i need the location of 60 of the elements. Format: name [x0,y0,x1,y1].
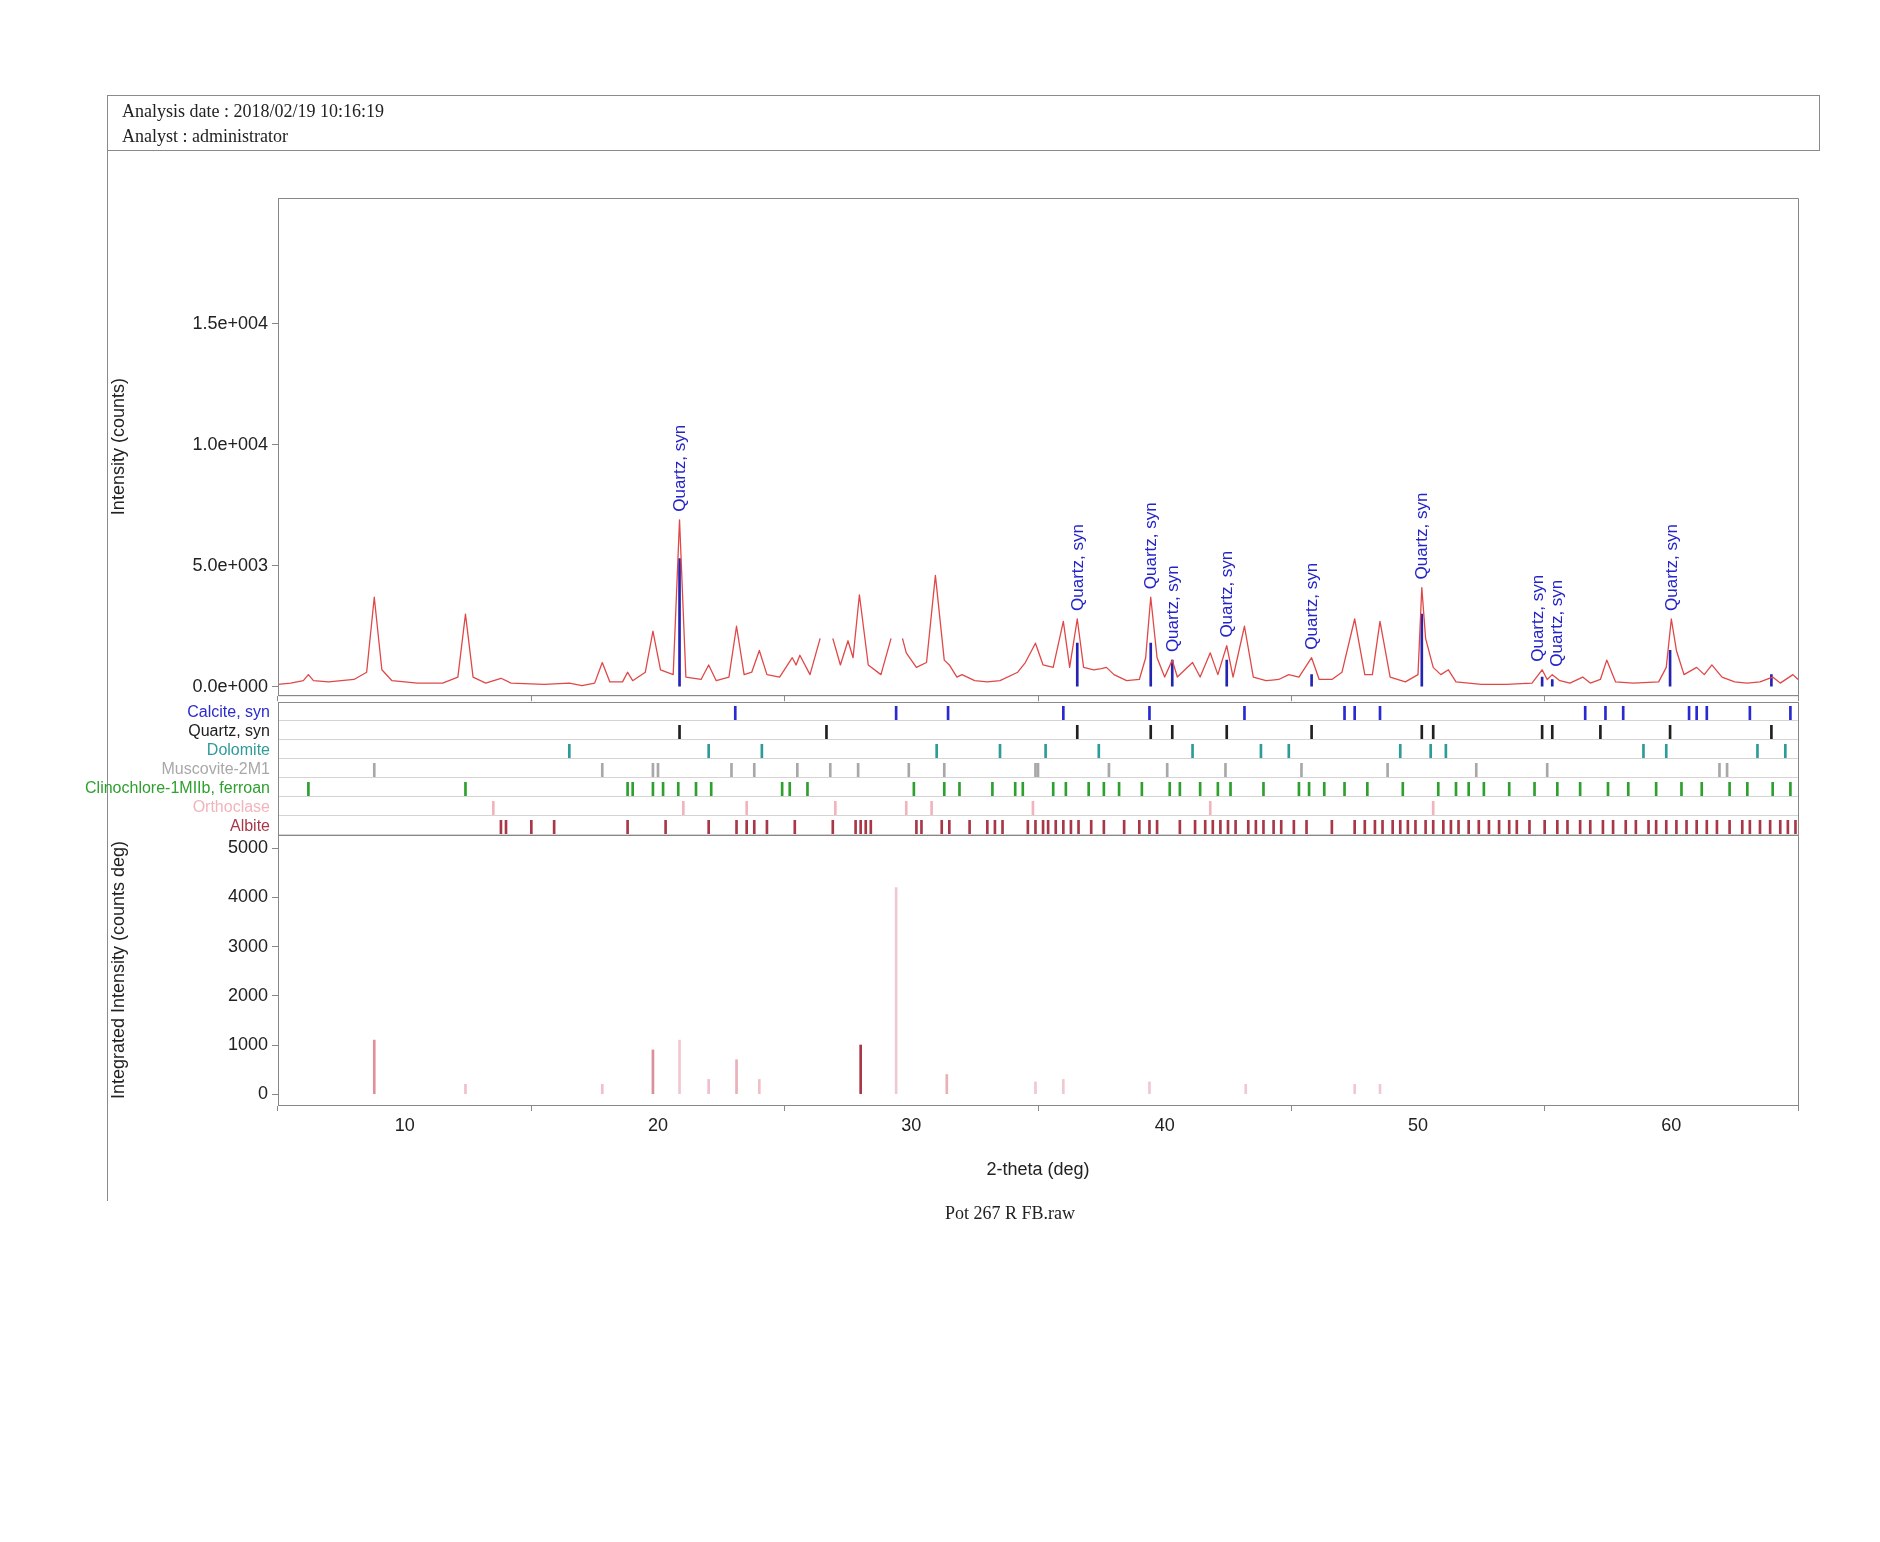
bar [600,1084,604,1095]
text: Quartz, syn [188,722,270,740]
text: Clinochlore-1MIIb, ferroan [85,779,270,797]
y-tick-label: 1.0e+004 [192,433,268,454]
bar [1310,674,1313,687]
bar [678,558,681,687]
text: Analysis date : 2018/02/19 10:16:19 [122,101,384,122]
x-tick-label: 50 [1407,1114,1429,1135]
x-tick-label: 30 [901,1114,922,1135]
text: Calcite, syn [187,703,270,721]
y-tick-label: 0 [257,1083,268,1104]
y-tick-label: 4000 [227,886,268,907]
annotation: Quartz, syn [1217,550,1237,638]
y-tick-label: 1.5e+004 [192,312,268,333]
y-tick-label: 5000 [227,837,268,858]
bar [1353,1084,1356,1095]
bar [1149,642,1153,687]
annotation: Quartz, syn [1528,574,1548,662]
y-axis-title: Integrated Intensity (counts deg) [107,840,128,1100]
text: Dolomite [206,741,271,759]
text: Muscovite-2M1 [161,760,271,778]
x-tick-label: 60 [1661,1114,1682,1135]
y-tick-label: 5.0e+003 [192,554,268,575]
y-tick-label: 3000 [227,935,268,956]
bar [758,1079,761,1095]
bar [859,1044,862,1095]
bar [735,1059,738,1095]
y-tick-label: 1000 [227,1033,268,1054]
y-tick-label: 2000 [227,984,268,1005]
annotation: Quartz, syn [1547,579,1567,667]
text: Analyst : administrator [122,126,288,147]
x-axis-title: 2-theta (deg) [986,1159,1090,1180]
x-tick-label: 40 [1154,1114,1175,1135]
bar [1420,613,1424,687]
y-axis-title: Intensity (counts) [107,378,128,516]
text: Pot 267 R FB.raw [944,1203,1076,1224]
annotation: Quartz, syn [1067,524,1087,611]
bar [1225,659,1229,687]
y-tick-label: 0.0e+000 [192,675,268,696]
bar [1244,1084,1248,1095]
annotation: Quartz, syn [1662,524,1682,611]
x-tick-label: 20 [647,1114,669,1135]
annotation: Quartz, syn [670,424,690,512]
bar [945,1074,949,1095]
annotation: Quartz, syn [1141,502,1161,590]
bar [1062,1079,1065,1095]
bar [1034,1081,1037,1095]
annotation: Quartz, syn [1162,565,1182,653]
bar [678,1039,681,1095]
annotation: Quartz, syn [1302,562,1322,650]
annotation: Quartz, syn [1412,492,1432,580]
bar [1148,1081,1151,1095]
bar [1075,642,1079,687]
x-tick-label: 10 [394,1114,415,1135]
text: Albite [229,817,271,835]
bar [464,1084,467,1095]
bar [707,1079,710,1095]
text: Orthoclase [192,798,271,816]
bar [1550,679,1554,687]
bar [372,1039,376,1095]
